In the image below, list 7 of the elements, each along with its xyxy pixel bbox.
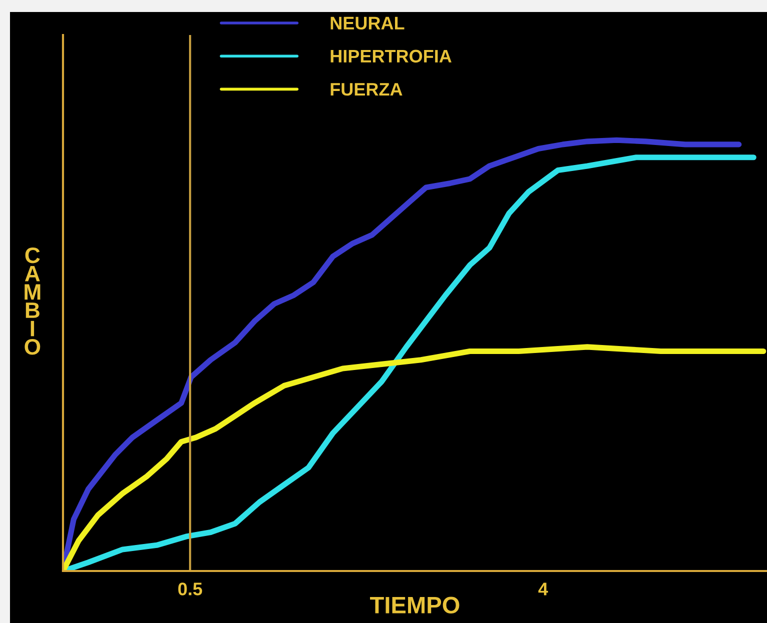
x-axis-title: TIEMPO <box>370 596 460 614</box>
legend-label: NEURAL <box>330 16 404 30</box>
legend-label: HIPERTROFIA <box>330 50 452 63</box>
x-tick-label: 4 <box>538 582 548 596</box>
legend-label: FUERZA <box>330 83 402 96</box>
y-axis-title: CAMBIO <box>24 247 40 355</box>
x-tick-label: 0.5 <box>178 582 202 596</box>
